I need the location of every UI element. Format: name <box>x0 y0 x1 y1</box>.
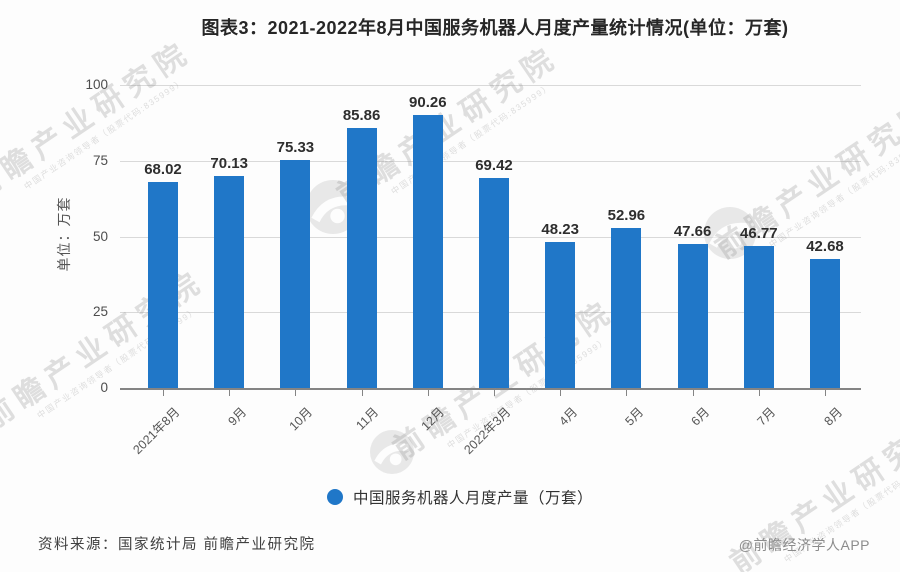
watermark-logo-icon <box>370 430 414 474</box>
x-axis-tick <box>163 390 164 396</box>
y-tick-label: 75 <box>92 152 108 168</box>
bar <box>545 241 576 388</box>
x-axis-tick <box>229 390 231 396</box>
bar-value-label: 70.13 <box>210 154 248 172</box>
bar <box>677 243 708 388</box>
legend: 中国服务机器人月度产量（万套） <box>327 486 593 508</box>
x-axis-tick <box>758 390 760 396</box>
legend-label: 中国服务机器人月度产量（万套） <box>353 490 594 507</box>
bar-value-label: 42.68 <box>806 237 844 255</box>
x-axis-tick <box>560 390 562 396</box>
x-axis-label: 11月 <box>353 404 382 433</box>
x-axis-label: 8月 <box>821 404 845 429</box>
plot-area: 0 25 50 75 100 68.02 2021年8月 70.13 9月 75.33 10月 85.… <box>85 77 861 457</box>
bar-value-label: 48.23 <box>541 220 579 238</box>
y-tick-label: 0 <box>100 380 108 395</box>
x-axis-label: 4月 <box>556 404 580 429</box>
bar <box>743 246 774 388</box>
x-axis-label: 2022年3月 <box>461 404 514 457</box>
y-tick-label: 50 <box>92 228 108 244</box>
x-axis-label: 2021年8月 <box>130 404 183 457</box>
x-axis-tick <box>361 390 363 396</box>
bar <box>346 127 377 388</box>
x-axis-tick <box>626 390 628 396</box>
x-axis-tick <box>427 390 429 396</box>
credit-text: @前瞻经济学人APP <box>738 537 870 553</box>
x-axis-label: 5月 <box>622 404 647 429</box>
y-tick-label: 100 <box>85 77 108 92</box>
x-axis-tick <box>295 390 297 396</box>
bar-value-label: 52.96 <box>607 206 646 224</box>
bar-value-label: 47.66 <box>673 222 712 240</box>
bar <box>280 159 311 388</box>
bar-value-label: 68.02 <box>144 160 182 178</box>
x-axis-label: 10月 <box>286 404 316 434</box>
y-axis-title: 单位：万套 <box>56 196 72 272</box>
bar <box>412 114 443 388</box>
y-tick-label: 25 <box>92 304 108 320</box>
x-axis-label: 6月 <box>688 404 713 429</box>
bar <box>479 177 509 388</box>
bar <box>148 181 178 388</box>
x-axis-tick <box>825 390 826 396</box>
x-axis-label: 7月 <box>754 404 779 429</box>
gridline <box>120 85 861 86</box>
bar <box>810 258 840 388</box>
x-axis-tick <box>494 390 495 396</box>
bar <box>214 175 245 388</box>
chart-title: 图表3：2021-2022年8月中国服务机器人月度产量统计情况(单位：万套) <box>201 18 789 38</box>
bar-value-label: 85.86 <box>342 106 381 124</box>
bar-value-label: 69.42 <box>475 156 513 174</box>
bar-value-label: 75.33 <box>276 138 315 156</box>
source-text: 资料来源：国家统计局 前瞻产业研究院 <box>38 537 316 553</box>
x-axis-tick <box>692 390 694 396</box>
gridline <box>120 160 861 162</box>
legend-marker-icon <box>327 489 343 505</box>
bar <box>611 227 642 388</box>
bar-value-label: 90.26 <box>409 93 447 111</box>
x-axis-label: 9月 <box>225 404 249 429</box>
x-axis-label: 12月 <box>418 404 448 434</box>
